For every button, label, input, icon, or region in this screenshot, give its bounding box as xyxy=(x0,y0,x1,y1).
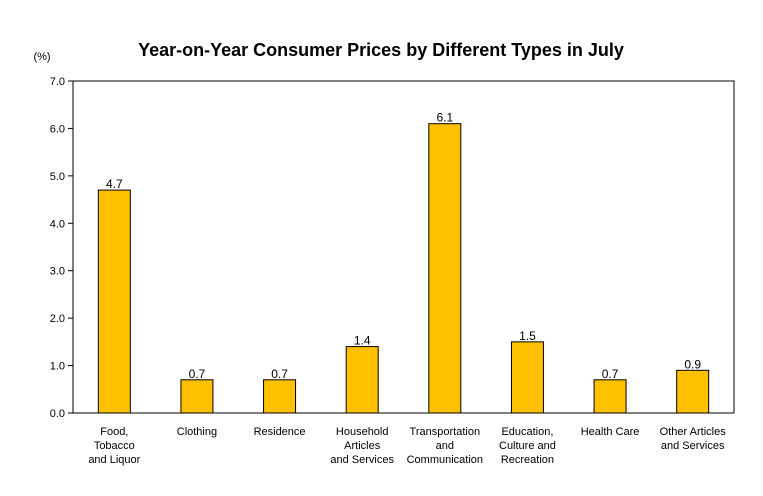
data-label: 4.7 xyxy=(106,177,123,191)
data-label: 0.7 xyxy=(271,367,288,381)
category-label: Clothing xyxy=(177,426,217,438)
data-label: 1.5 xyxy=(519,329,536,343)
bars xyxy=(97,123,710,414)
data-label: 0.7 xyxy=(189,367,206,381)
y-tick-label: 4.0 xyxy=(50,218,65,230)
category-labels: Food, Tobacco and Liquor Clothing Residence H… xyxy=(88,426,726,466)
data-labels: 4.7 0.7 0.7 1.4 6.1 1.5 0.7 0.9 xyxy=(106,111,701,381)
y-tick-label: 3.0 xyxy=(50,266,65,278)
bar xyxy=(428,123,462,414)
y-tick-label: 1.0 xyxy=(50,361,65,373)
y-unit-label: (%) xyxy=(33,51,50,63)
y-tick-label: 6.0 xyxy=(50,123,65,135)
y-tick-label: 7.0 xyxy=(50,76,65,88)
data-label: 1.4 xyxy=(354,334,371,348)
data-label: 0.9 xyxy=(684,357,701,371)
bar xyxy=(180,379,214,414)
category-label: Education, Culture and Recreation xyxy=(499,426,556,466)
y-tick-label: 2.0 xyxy=(50,313,65,325)
bar xyxy=(593,379,627,414)
category-label: Other Articles and Services xyxy=(660,426,727,452)
data-label: 0.7 xyxy=(602,367,619,381)
chart-title: Year-on-Year Consumer Prices by Differen… xyxy=(138,40,624,60)
plot-area-border xyxy=(72,80,735,414)
bar xyxy=(345,346,379,414)
y-tick-label: 0.0 xyxy=(50,408,65,420)
category-label: Food, Tobacco and Liquor xyxy=(88,426,140,466)
y-tick-label: 5.0 xyxy=(50,171,65,183)
category-label: Residence xyxy=(254,426,306,438)
bar xyxy=(676,369,710,414)
category-label: Household Articles and Services xyxy=(330,426,394,466)
y-axis-ticks: 0.0 1.0 2.0 3.0 4.0 5.0 6.0 7.0 xyxy=(50,76,73,420)
bar xyxy=(510,341,544,414)
category-label: Health Care xyxy=(581,426,640,438)
bar xyxy=(263,379,297,414)
category-label: Transportation and Communication xyxy=(407,426,483,466)
bar xyxy=(97,189,131,414)
axes xyxy=(72,80,735,414)
data-label: 6.1 xyxy=(436,111,453,125)
